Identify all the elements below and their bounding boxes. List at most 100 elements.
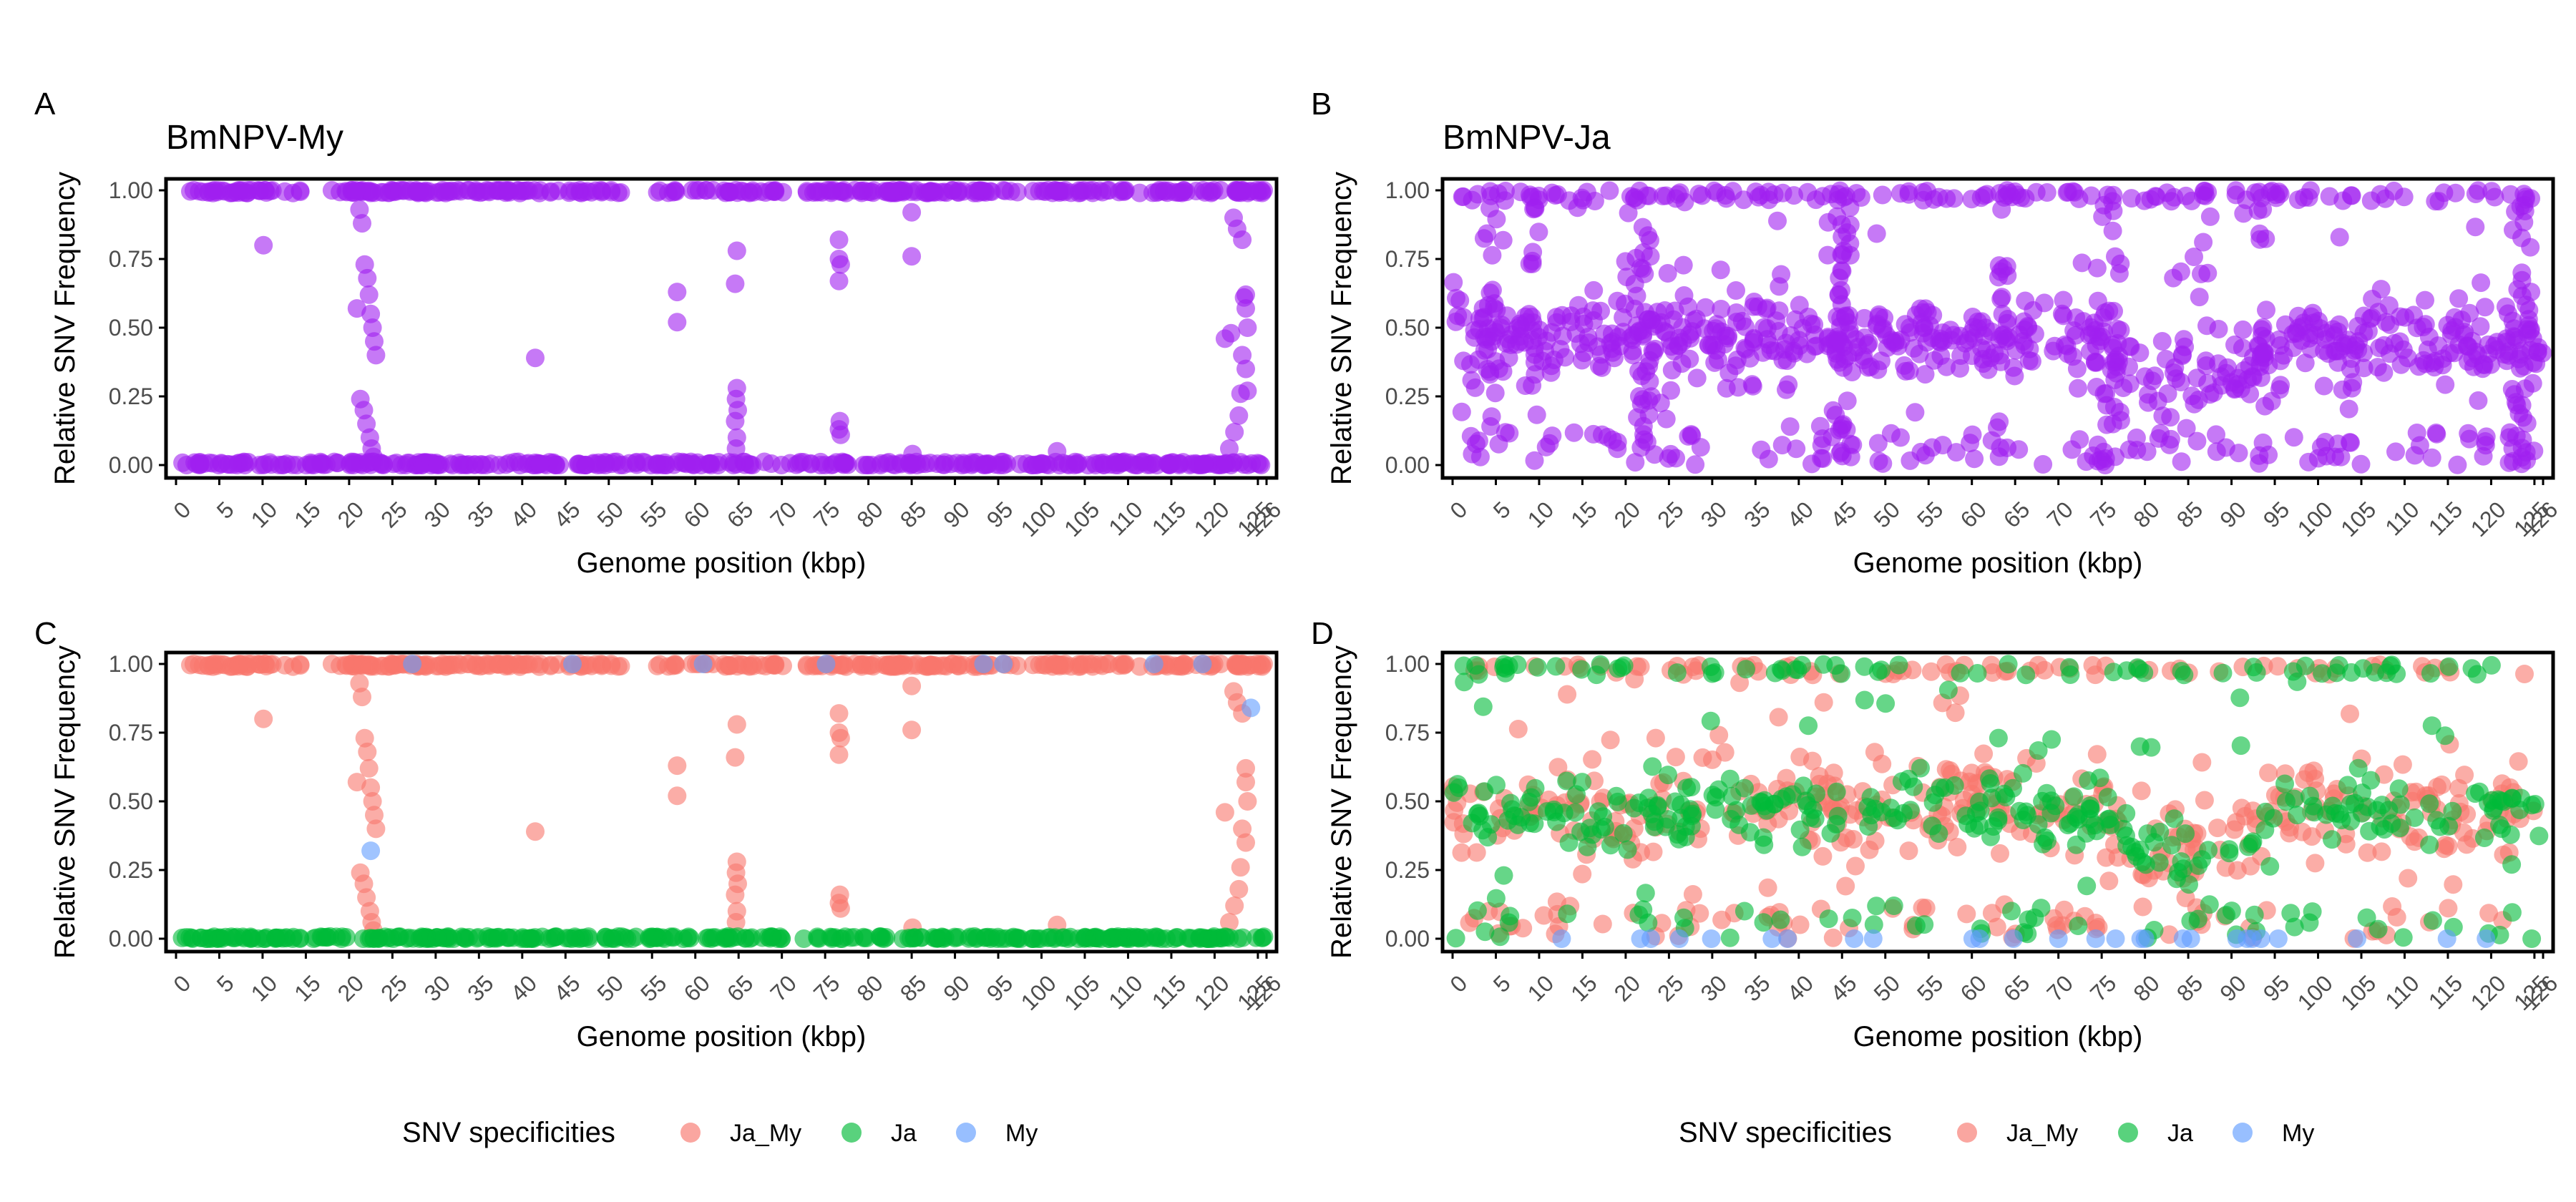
data-point <box>2393 755 2412 774</box>
data-point <box>2176 186 2195 205</box>
data-point <box>1631 658 1650 676</box>
data-point <box>2260 856 2280 876</box>
data-point <box>361 778 381 797</box>
data-point <box>2528 342 2547 361</box>
data-point <box>2195 181 2215 200</box>
data-point <box>2255 820 2275 839</box>
data-point <box>1858 798 1878 817</box>
data-point <box>2416 290 2434 310</box>
data-point <box>1745 330 1764 349</box>
data-point <box>2187 368 2207 388</box>
data-point <box>2103 221 2122 240</box>
data-point <box>726 411 745 431</box>
data-point <box>2422 448 2441 467</box>
data-point <box>2443 801 2462 821</box>
data-point <box>353 688 371 707</box>
data-point <box>1584 424 1603 444</box>
x-tick-label: 0 <box>1445 497 1472 524</box>
data-point <box>1645 812 1664 831</box>
data-point <box>2101 816 2120 835</box>
data-point <box>1461 355 1480 374</box>
data-point <box>2171 262 2190 281</box>
data-point <box>1910 344 1929 363</box>
x-tick-label: 50 <box>1868 497 1905 533</box>
data-point <box>664 455 683 474</box>
data-point <box>499 182 519 202</box>
data-point <box>2306 854 2325 873</box>
x-tick-label: 120 <box>1189 497 1234 542</box>
legend-key-ja <box>841 1123 862 1143</box>
data-point <box>254 709 273 728</box>
points-b <box>1444 181 2552 474</box>
x-tick-label: 105 <box>2336 970 2381 1015</box>
panel-c: C 0.00 0.25 0.50 0.75 1.00 0 5 10 15 20 25 30 35 40 45… <box>34 616 1286 1052</box>
data-point <box>2483 791 2502 810</box>
data-point <box>1577 182 1596 202</box>
data-point <box>1011 929 1030 948</box>
data-point <box>2127 847 2146 866</box>
x-tick-label: 5 <box>1488 970 1516 997</box>
data-point <box>2348 758 2368 778</box>
x-tick-label: 95 <box>2258 497 2295 533</box>
data-point <box>1742 375 1762 394</box>
data-point <box>2153 406 2172 426</box>
data-point <box>1837 420 1856 439</box>
data-point <box>2188 909 2207 929</box>
data-point <box>2018 924 2037 944</box>
data-point <box>1812 449 1831 468</box>
data-point <box>2512 341 2531 361</box>
data-point <box>1720 769 1740 788</box>
data-point <box>2366 663 2385 682</box>
data-point <box>2437 929 2457 948</box>
data-point <box>1899 841 1918 861</box>
data-point <box>1828 806 1848 826</box>
data-point <box>2457 835 2477 854</box>
data-point <box>2243 834 2262 853</box>
x-tick-label: 40 <box>506 970 542 1007</box>
data-point <box>1770 277 1789 296</box>
data-point <box>1143 183 1162 202</box>
data-point <box>1921 662 1941 681</box>
data-point <box>2226 181 2245 200</box>
data-point <box>1478 224 1497 243</box>
data-point <box>238 183 257 202</box>
data-point <box>2097 848 2116 867</box>
data-point <box>602 655 621 674</box>
data-point <box>854 927 873 947</box>
data-point <box>1819 909 1838 929</box>
data-point <box>1168 928 1187 947</box>
data-point <box>2284 428 2303 447</box>
data-point <box>2110 403 2129 421</box>
data-point <box>2391 307 2410 326</box>
data-point <box>1916 899 1936 918</box>
data-point <box>2371 280 2391 299</box>
data-point <box>546 455 565 474</box>
x-tick-label: 55 <box>635 970 672 1007</box>
data-point <box>1053 454 1073 473</box>
x-tick-label: 95 <box>982 970 1018 1007</box>
data-point <box>1970 929 1989 948</box>
data-point <box>1962 346 1981 366</box>
legend-key-my <box>2233 1123 2253 1143</box>
x-tick-label: 0 <box>168 970 195 997</box>
x-tick-label: 40 <box>1782 497 1819 533</box>
data-point <box>1727 281 1745 300</box>
data-point <box>586 181 605 200</box>
x-tick-label: 5 <box>212 497 239 524</box>
data-point <box>650 655 669 674</box>
data-point <box>1220 913 1239 932</box>
data-point <box>2482 182 2502 201</box>
data-point <box>1589 802 1608 821</box>
data-point <box>2298 763 2318 783</box>
data-point <box>2104 201 2123 220</box>
x-tick-label: 25 <box>376 970 412 1007</box>
y-tick-label: 0.50 <box>109 788 153 814</box>
x-tick-label: 35 <box>462 970 499 1007</box>
data-point <box>668 786 687 806</box>
legend-label-ja: Ja <box>891 1120 917 1147</box>
data-point <box>2065 182 2084 202</box>
data-point <box>899 929 918 948</box>
data-point <box>833 452 852 471</box>
data-point <box>1991 844 2009 863</box>
data-point <box>2422 716 2441 736</box>
